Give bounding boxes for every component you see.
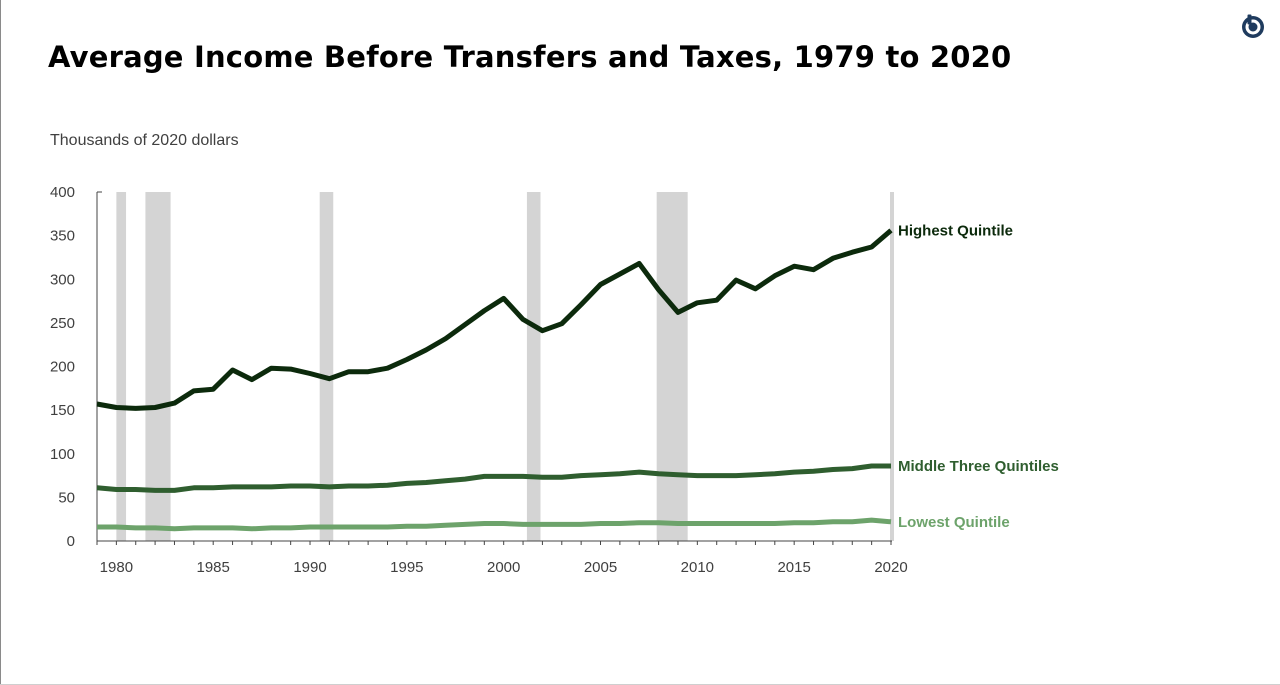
frame-left-border bbox=[0, 0, 1, 685]
recession-bands bbox=[116, 192, 894, 541]
cbo-logo-icon bbox=[1242, 14, 1264, 38]
y-tick-label-150: 150 bbox=[50, 402, 75, 419]
recession-band-1 bbox=[116, 192, 127, 541]
y-tick-label-350: 350 bbox=[50, 228, 75, 245]
series-lines bbox=[96, 228, 893, 532]
x-tick-label-2010: 2010 bbox=[681, 559, 714, 576]
y-tick-label-0: 0 bbox=[67, 533, 75, 550]
x-tick-label-2015: 2015 bbox=[777, 559, 810, 576]
series-labels: Highest Quintile Middle Three Quintiles Lo… bbox=[898, 222, 1059, 530]
recession-band-3 bbox=[319, 192, 334, 541]
series-line-middle-three-quintiles bbox=[96, 463, 891, 493]
y-tick-label-250: 250 bbox=[50, 315, 75, 332]
x-tick-label-1985: 1985 bbox=[197, 559, 230, 576]
y-axis-unit-label: Thousands of 2020 dollars bbox=[50, 132, 239, 149]
y-tick-label-400: 400 bbox=[50, 184, 75, 201]
recession-band-4 bbox=[526, 192, 541, 541]
x-tick-label-2020: 2020 bbox=[874, 559, 907, 576]
series-label-lowest-quintile: Lowest Quintile bbox=[898, 514, 1010, 531]
y-tick-label-300: 300 bbox=[50, 271, 75, 288]
recession-band-2020 bbox=[890, 192, 894, 541]
series-line-lowest-quintile bbox=[97, 517, 892, 532]
x-tick-label-1990: 1990 bbox=[293, 559, 326, 576]
series-line-highest-quintile bbox=[96, 228, 893, 411]
recession-band-5 bbox=[656, 192, 688, 541]
x-tick-label-2000: 2000 bbox=[487, 559, 520, 576]
series-label-middle-three-quintiles: Middle Three Quintiles bbox=[898, 458, 1059, 475]
chart-title: Average Income Before Transfers and Taxe… bbox=[48, 40, 1012, 74]
recession-band-2 bbox=[145, 192, 171, 541]
y-tick-label-200: 200 bbox=[50, 359, 75, 376]
y-tick-label-50: 50 bbox=[58, 489, 75, 506]
series-label-highest-quintile: Highest Quintile bbox=[898, 222, 1013, 239]
chart-axes: 0 50 100 150 200 250 300 350 400 1980 1985 1990 1995… bbox=[50, 184, 908, 576]
x-tick-label-1995: 1995 bbox=[390, 559, 423, 576]
x-tick-label-2005: 2005 bbox=[584, 559, 617, 576]
y-tick-label-100: 100 bbox=[50, 446, 75, 463]
x-tick-label-1980: 1980 bbox=[100, 559, 133, 576]
